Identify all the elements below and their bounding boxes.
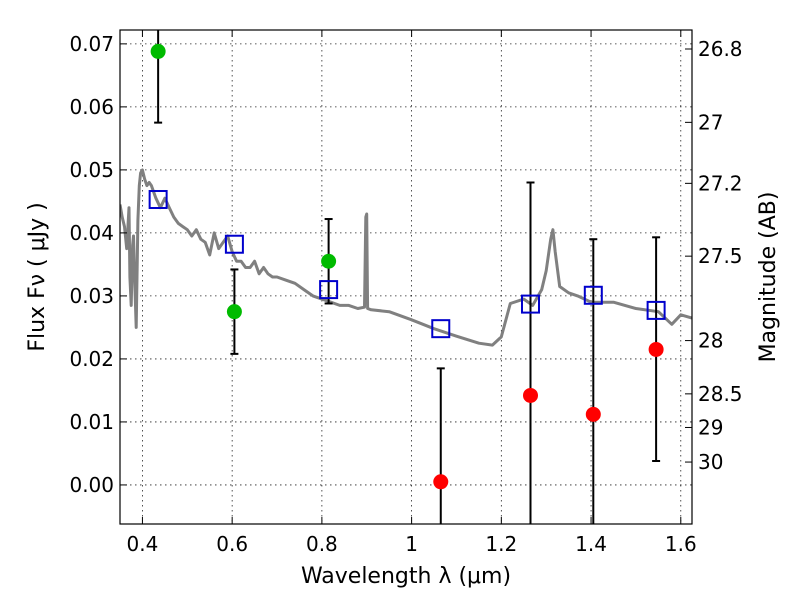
mag-tick-label: 27.5 — [698, 244, 743, 268]
x-tick-label: 1 — [405, 532, 418, 556]
mag-tick-label: 29 — [698, 415, 723, 439]
photometry-point — [150, 43, 166, 59]
x-tick-label: 0.8 — [306, 532, 338, 556]
x-tick-label: 1.4 — [575, 532, 607, 556]
model-spectrum-line — [120, 168, 692, 347]
y-tick-label: 0.03 — [69, 284, 114, 308]
photometry-point — [321, 253, 337, 269]
model-flux-square — [148, 189, 168, 209]
photometry-point — [433, 474, 449, 490]
mag-tick-label: 28 — [698, 329, 723, 353]
model-flux-square — [646, 300, 666, 320]
photometry-point — [648, 341, 664, 357]
y-tick-label: 0.06 — [69, 95, 114, 119]
axis-ticks: 0.4 0.6 0.8 1 1.2 1.4 1.6 0.00 0.01 0.02 0.03 0.04 0… — [69, 30, 743, 556]
photometry-points — [148, 43, 666, 490]
photometry-point — [522, 387, 538, 403]
error-bars — [154, 30, 661, 524]
y-tick-label: 0.07 — [69, 32, 114, 56]
y-tick-label: 0.00 — [69, 473, 114, 497]
mag-tick-label: 26.8 — [698, 37, 743, 61]
y2-axis-label: Magnitude (AB) — [756, 192, 781, 363]
x-tick-label: 0.6 — [216, 532, 248, 556]
mag-tick-label: 27.2 — [698, 171, 743, 195]
photometry-point — [226, 304, 242, 320]
x-tick-label: 1.2 — [485, 532, 517, 556]
x-tick-label: 0.4 — [127, 532, 159, 556]
model-flux-square — [583, 285, 603, 305]
mag-tick-label: 30 — [698, 450, 723, 474]
model-flux-square — [431, 319, 451, 339]
y-tick-label: 0.01 — [69, 410, 114, 434]
model-flux-square — [224, 234, 244, 254]
mag-tick-label: 27 — [698, 110, 723, 134]
y-axis-label: Flux Fν ( μJy ) — [25, 202, 50, 351]
model-spectrum — [120, 168, 692, 347]
model-flux-square — [319, 280, 339, 300]
model-flux-square — [520, 294, 540, 314]
y-tick-label: 0.02 — [69, 347, 114, 371]
y-tick-label: 0.04 — [69, 221, 114, 245]
x-tick-label: 1.6 — [665, 532, 697, 556]
y-tick-label: 0.05 — [69, 158, 114, 182]
plot-frame — [119, 29, 693, 525]
photometry-point — [585, 406, 601, 422]
grid — [120, 30, 692, 524]
x-axis-label: Wavelength λ (μm) — [301, 564, 511, 589]
mag-tick-label: 28.5 — [698, 382, 743, 406]
